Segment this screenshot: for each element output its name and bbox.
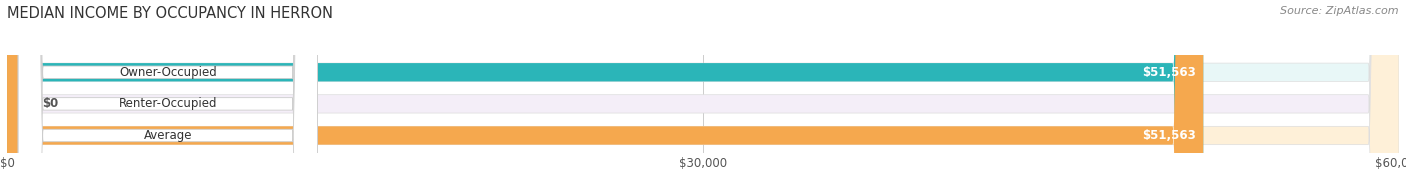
Text: $51,563: $51,563 bbox=[1143, 66, 1197, 79]
FancyBboxPatch shape bbox=[7, 0, 1399, 196]
FancyBboxPatch shape bbox=[7, 0, 1204, 196]
FancyBboxPatch shape bbox=[7, 0, 1399, 196]
Text: Owner-Occupied: Owner-Occupied bbox=[120, 66, 217, 79]
Text: $51,563: $51,563 bbox=[1143, 129, 1197, 142]
Text: Renter-Occupied: Renter-Occupied bbox=[118, 97, 217, 110]
Text: MEDIAN INCOME BY OCCUPANCY IN HERRON: MEDIAN INCOME BY OCCUPANCY IN HERRON bbox=[7, 6, 333, 21]
FancyBboxPatch shape bbox=[18, 0, 318, 196]
FancyBboxPatch shape bbox=[18, 0, 318, 196]
Text: Source: ZipAtlas.com: Source: ZipAtlas.com bbox=[1281, 6, 1399, 16]
Text: $0: $0 bbox=[42, 97, 58, 110]
Text: Average: Average bbox=[143, 129, 193, 142]
FancyBboxPatch shape bbox=[18, 0, 318, 196]
FancyBboxPatch shape bbox=[7, 0, 1204, 196]
FancyBboxPatch shape bbox=[7, 0, 1399, 196]
